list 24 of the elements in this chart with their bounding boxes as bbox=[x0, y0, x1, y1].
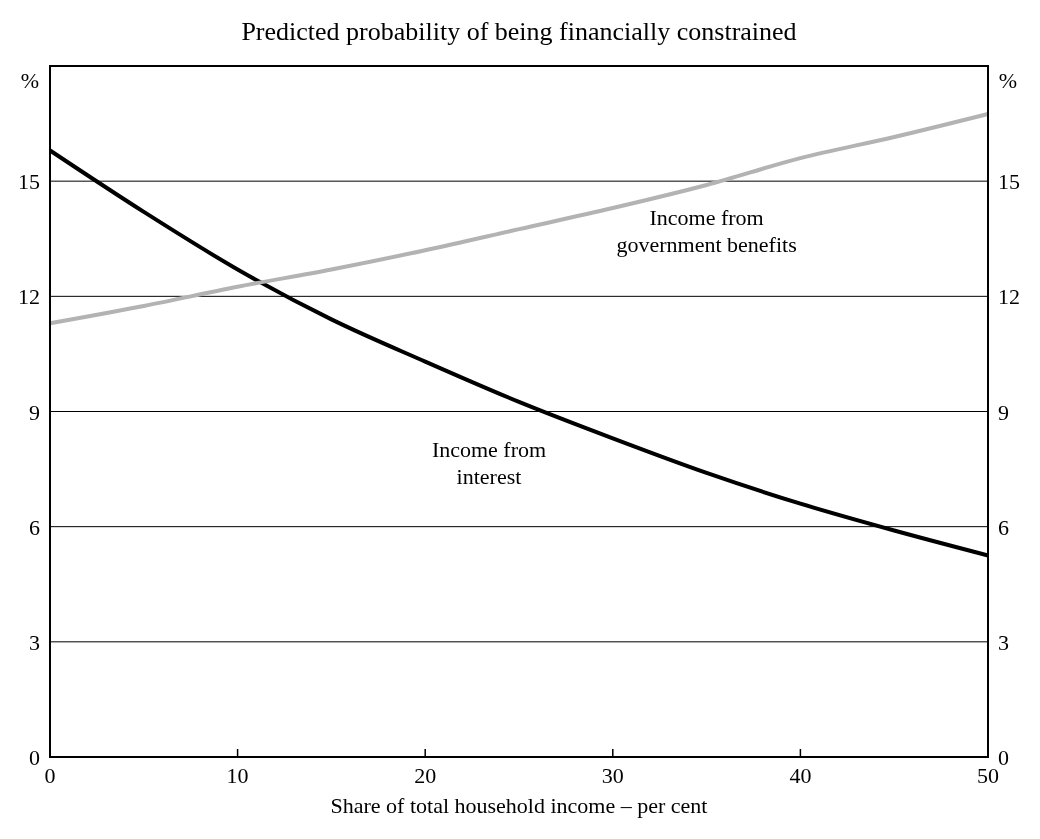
series-label: Income from interest bbox=[431, 436, 547, 489]
x-tick-label: 50 bbox=[977, 763, 999, 788]
y2-tick-label: 6 bbox=[998, 514, 1009, 540]
line-series bbox=[48, 111, 990, 326]
x-tick-label: 10 bbox=[226, 763, 249, 788]
y2-tick-label: 12 bbox=[998, 284, 1020, 310]
chart-title: Predicted probability of being financially constrained bbox=[241, 17, 797, 46]
x-tick-label: 40 bbox=[789, 763, 812, 788]
y-tick-label: 15 bbox=[18, 169, 40, 195]
y-tick-label: 3 bbox=[29, 629, 40, 655]
y2-tick-label: 3 bbox=[998, 629, 1009, 655]
y-tick-label: 0 bbox=[29, 745, 40, 770]
y-axis-title: % bbox=[20, 68, 40, 93]
y2-tick-label: 9 bbox=[998, 399, 1009, 425]
y-tick-label: 12 bbox=[18, 284, 40, 310]
x-tick-label: 30 bbox=[601, 763, 624, 788]
y-tick-label: 6 bbox=[29, 514, 40, 540]
y2-tick-label: 15 bbox=[998, 169, 1020, 195]
x-axis-title: Share of total household income – per cent bbox=[330, 793, 708, 818]
y-tick-label: 9 bbox=[29, 399, 40, 425]
series-label: Income from government benefits bbox=[616, 205, 797, 258]
y2-tick-label: 0 bbox=[998, 745, 1009, 770]
y2-axis-title: % bbox=[998, 68, 1018, 93]
x-tick-label: 20 bbox=[414, 763, 437, 788]
